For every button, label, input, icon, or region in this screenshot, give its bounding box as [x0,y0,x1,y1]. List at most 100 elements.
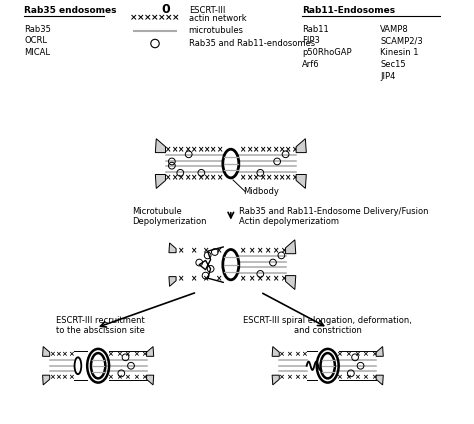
Text: ×: × [190,274,196,284]
Text: ×: × [280,274,287,284]
Text: ×: × [62,374,67,381]
Text: ×: × [264,246,270,255]
Text: Rab35 endosomes: Rab35 endosomes [25,6,117,14]
Text: ×: × [184,145,190,154]
Text: ×: × [286,351,292,357]
Text: ×: × [62,351,67,357]
Polygon shape [155,139,165,153]
Text: ×: × [239,173,246,182]
Text: Kinesin 1: Kinesin 1 [380,48,419,57]
Text: ×: × [190,173,197,182]
Text: ×: × [68,351,73,357]
Text: ×: × [210,145,216,154]
Text: ×: × [216,173,222,182]
Text: ESCRT-III: ESCRT-III [189,6,225,15]
Text: ×: × [130,13,137,22]
Text: ×: × [371,374,377,381]
Polygon shape [146,346,154,356]
Text: ×: × [286,374,292,381]
Text: ×: × [142,374,147,381]
Text: Microtubule
Depolymerization: Microtubule Depolymerization [132,206,206,226]
Text: ×: × [171,173,177,182]
Polygon shape [272,346,279,356]
Text: ×: × [137,13,145,22]
Text: ×: × [49,351,55,357]
Text: ×: × [142,351,147,357]
Text: ×: × [284,173,291,182]
Text: ×: × [247,274,254,284]
Polygon shape [285,276,296,290]
Text: ×: × [133,351,139,357]
Text: ×: × [294,351,300,357]
Text: ×: × [173,13,180,22]
Text: ×: × [177,274,183,284]
Text: ×: × [203,145,210,154]
Text: ×: × [215,246,221,255]
Text: ×: × [177,173,183,182]
Text: ×: × [190,145,197,154]
Text: ×: × [239,145,246,154]
Text: ×: × [246,145,252,154]
Text: ×: × [68,374,73,381]
Text: ×: × [177,246,183,255]
Text: ×: × [171,145,177,154]
Text: ×: × [337,374,342,381]
Text: Rab35 and Rab11-Endosome Delivery/Fusion
Actin depolymerizatiom: Rab35 and Rab11-Endosome Delivery/Fusion… [239,206,429,226]
Text: ×: × [265,145,272,154]
Text: Arf6: Arf6 [302,60,320,69]
Text: ×: × [272,274,279,284]
Text: ×: × [210,173,216,182]
Text: ×: × [252,145,259,154]
Polygon shape [155,175,165,188]
Text: ×: × [124,351,130,357]
Text: ×: × [259,145,265,154]
Text: microtubules: microtubules [189,26,244,35]
Text: ×: × [164,173,171,182]
Text: ×: × [246,173,252,182]
Text: actin network: actin network [189,14,246,23]
Text: ×: × [345,374,351,381]
Text: Rab11: Rab11 [302,25,329,33]
Text: ×: × [272,173,278,182]
Polygon shape [146,375,154,385]
Text: ×: × [278,145,284,154]
Text: ×: × [184,173,190,182]
Text: ×: × [107,374,113,381]
Text: ×: × [197,145,203,154]
Text: ×: × [216,145,222,154]
Text: ×: × [49,374,55,381]
Text: ×: × [202,274,209,284]
Text: ×: × [177,145,183,154]
Text: ×: × [144,13,152,22]
Text: ×: × [278,374,284,381]
Text: ×: × [301,351,308,357]
Text: ×: × [294,374,300,381]
Text: ×: × [116,374,121,381]
Text: ×: × [280,246,287,255]
Text: Midbody: Midbody [244,187,279,195]
Text: ×: × [215,274,221,284]
Polygon shape [285,240,296,254]
Text: ×: × [151,13,159,22]
Polygon shape [272,375,279,385]
Text: ×: × [363,374,368,381]
Text: p50RhoGAP: p50RhoGAP [302,48,352,57]
Text: ×: × [116,351,121,357]
Text: SCAMP2/3: SCAMP2/3 [380,36,423,45]
Text: ×: × [259,173,265,182]
Text: ×: × [107,351,113,357]
Text: ×: × [371,351,377,357]
Text: VAMP8: VAMP8 [380,25,409,33]
Polygon shape [376,346,383,356]
Text: ×: × [247,246,254,255]
Text: ×: × [265,173,272,182]
Text: ×: × [197,173,203,182]
Text: ×: × [284,145,291,154]
Text: ×: × [363,351,368,357]
Text: ×: × [158,13,166,22]
Text: ×: × [203,173,210,182]
Text: ×: × [239,274,246,284]
Text: ×: × [133,374,139,381]
Text: ×: × [252,173,259,182]
Polygon shape [296,175,306,188]
